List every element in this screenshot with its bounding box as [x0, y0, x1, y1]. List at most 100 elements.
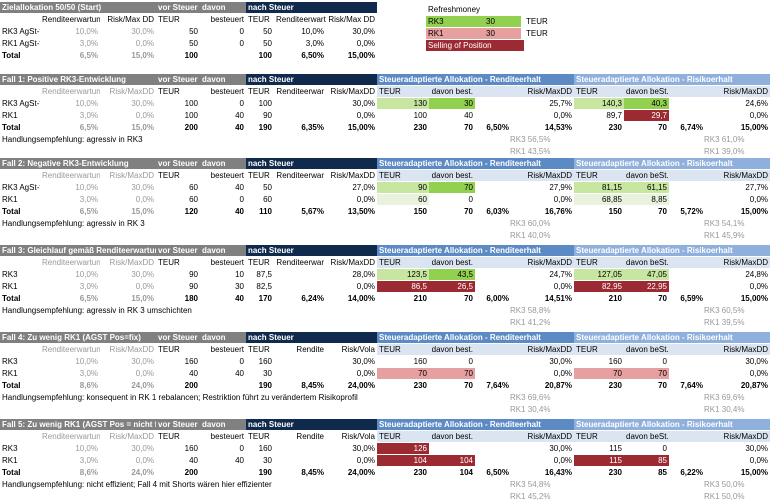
table-cell: 90 — [377, 182, 429, 193]
table-cell: 24,0% — [131, 381, 154, 390]
table-cell: 115 — [609, 444, 622, 453]
table-cell: 230 — [608, 123, 622, 132]
table-cell: 6,5% — [79, 294, 98, 303]
header-fill — [475, 86, 511, 97]
table-cell — [200, 467, 246, 478]
allocation-pct-a: RK3 54,8% — [510, 480, 551, 489]
total-rendite-b: 6,22% — [680, 468, 703, 477]
total-rendite-a: 6,50% — [486, 123, 509, 132]
allocation-pct-b: RK3 60,5% — [704, 306, 745, 315]
table-cell — [274, 182, 326, 193]
table-cell: 100 — [413, 111, 427, 120]
table-cell: 27,7% — [745, 183, 768, 192]
total-rendite-a: 7,64% — [486, 381, 509, 390]
table-cell: 24,7% — [549, 270, 572, 279]
table-cell: 24,0% — [131, 468, 154, 477]
table-cell: 14,00% — [347, 294, 375, 303]
table-cell: 100 — [258, 99, 272, 108]
table-cell: 210 — [608, 294, 622, 303]
table-cell — [274, 368, 326, 379]
table-cell: 15,00% — [740, 294, 768, 303]
column-header: Rendite — [296, 345, 324, 354]
table-cell: 0,0% — [553, 111, 572, 120]
column-header: TEUR — [574, 344, 624, 355]
table-cell: 43,5 — [429, 269, 475, 280]
table-cell: 170 — [258, 294, 272, 303]
table-cell: 82,5 — [256, 282, 272, 291]
table-cell: 0,0% — [749, 456, 768, 465]
table-cell: 110 — [259, 207, 272, 216]
handlungsempfehlung: Handlungsempfehlung: agressiv in RK3 — [2, 135, 143, 144]
table-cell: 3,0% — [305, 39, 324, 48]
table-cell: 8,6% — [79, 468, 98, 477]
table-cell: 100 — [184, 111, 198, 120]
table-cell: 3,0% — [79, 195, 98, 204]
table-cell: 180 — [184, 294, 198, 303]
column-header: Risk/MaxDD — [330, 87, 375, 96]
table-cell: 0,0% — [749, 195, 768, 204]
case-header-renditeerhalt: Steueradaptierte Allokation - Renditeerh… — [377, 245, 574, 256]
table-cell: 3,0% — [79, 111, 98, 120]
table-cell: 24,8% — [745, 270, 768, 279]
table-cell: 0 — [468, 195, 473, 204]
table-cell: 30 — [429, 98, 475, 109]
case-header-renditeerhalt: Steueradaptierte Allokation - Renditeerh… — [377, 158, 574, 169]
row-label: Total — [2, 207, 21, 216]
handlungsempfehlung: Handlungsempfehlung: agressiv in RK 3 um… — [2, 306, 192, 315]
table-cell — [200, 380, 246, 391]
case-header-davon: davon — [200, 419, 246, 430]
column-header: Renditeerwar — [276, 258, 324, 267]
table-cell: 40 — [235, 111, 244, 120]
table-cell: 30,0% — [131, 27, 154, 36]
case-header-ns: nach Steuer — [246, 74, 377, 85]
table-cell: 160 — [258, 444, 272, 453]
table-cell: 0 — [239, 357, 244, 366]
ziel-davon: davon — [200, 2, 246, 13]
handlungsempfehlung: Handlungsempfehlung: nicht effizient; Fa… — [2, 480, 272, 489]
table-cell: 30,0% — [131, 444, 154, 453]
column-header: besteuert — [210, 258, 244, 267]
table-cell: 15,0% — [131, 51, 154, 60]
case-header-renditeerhalt: Steueradaptierte Allokation - Renditeerh… — [377, 332, 574, 343]
table-cell: 40,3 — [624, 98, 669, 109]
row-label: RK3 — [2, 270, 18, 279]
table-cell: 16,43% — [544, 468, 572, 477]
table-cell: 40 — [235, 369, 244, 378]
table-cell: 15,00% — [347, 123, 375, 132]
total-rendite-b: 5,72% — [680, 207, 703, 216]
table-cell: 27,0% — [352, 183, 375, 192]
allocation-pct-b: RK1 50,0% — [704, 492, 745, 501]
table-cell: 40 — [235, 123, 244, 132]
table-cell: 16,76% — [544, 207, 572, 216]
table-cell: 70 — [658, 294, 667, 303]
row-label: RK1 — [2, 282, 18, 291]
table-cell: 200 — [184, 468, 198, 477]
table-cell: 3,0% — [79, 282, 98, 291]
allocation-pct-a: RK1 41,2% — [510, 318, 551, 327]
case-header-vs: vor Steuer — [156, 74, 200, 85]
table-cell: 150 — [413, 207, 427, 216]
table-cell: 81,15 — [574, 182, 624, 193]
column-header: TEUR — [574, 86, 624, 97]
column-header: TEUR — [574, 257, 624, 268]
column-header: Risk/Vola — [341, 345, 375, 354]
column-header: Risk/MaxDD — [511, 431, 574, 442]
table-cell: 10,0% — [75, 270, 98, 279]
column-header: davon best. — [429, 170, 475, 181]
table-cell — [429, 443, 475, 454]
case-header-vs: vor Steuer — [156, 158, 200, 169]
table-cell — [274, 194, 326, 205]
column-header: TEUR — [248, 345, 270, 354]
row-label: Total — [2, 123, 21, 132]
table-cell: 40 — [235, 207, 244, 216]
table-cell: 100 — [258, 51, 272, 60]
table-cell: 104 — [429, 455, 475, 466]
column-header: TEUR — [158, 87, 180, 96]
table-cell: 70 — [464, 381, 473, 390]
table-cell: 30,0% — [131, 270, 154, 279]
table-cell: 15,00% — [740, 207, 768, 216]
handlungsempfehlung: Handlungsempfehlung: agressiv in RK 3 — [2, 219, 145, 228]
allocation-pct-a: RK1 43,5% — [510, 147, 551, 156]
case-title: Fall 1: Positive RK3-Entwicklung — [0, 74, 156, 85]
table-cell: 40 — [189, 369, 198, 378]
